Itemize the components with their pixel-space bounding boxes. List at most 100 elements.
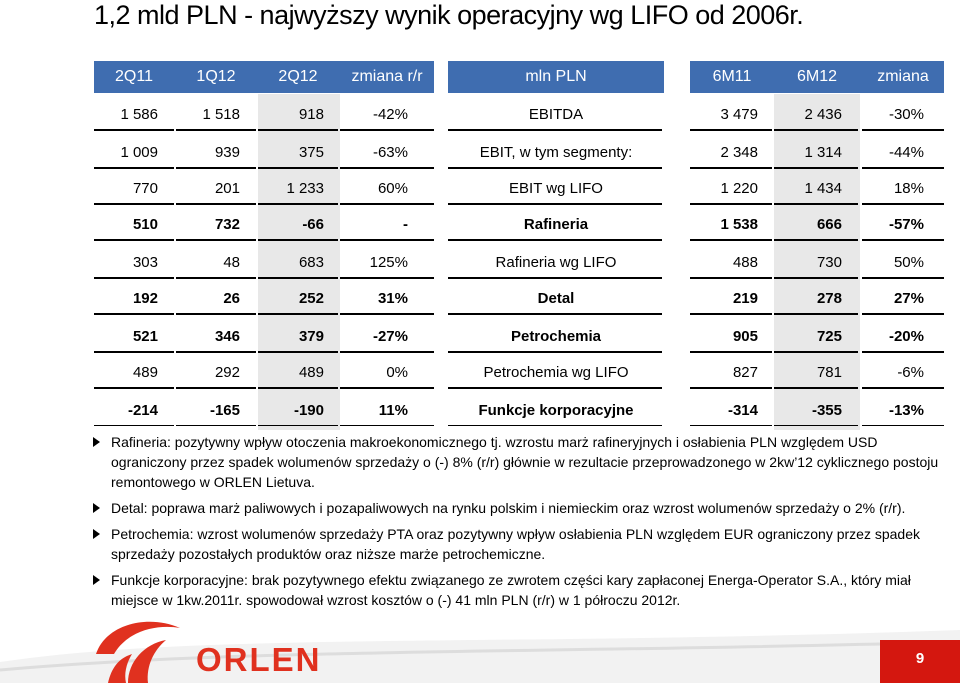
bullet-text: Rafineria: pozytywny wpływ otoczenia mak… — [111, 434, 939, 490]
header-2q11: 2Q11 — [115, 68, 153, 85]
table-cell: -355 — [811, 402, 842, 419]
row-divider — [690, 203, 772, 205]
table-cell: 26 — [223, 290, 240, 307]
row-divider — [258, 425, 338, 426]
row-divider — [176, 277, 256, 279]
row-divider — [690, 277, 772, 279]
table-cell: 1 538 — [720, 216, 758, 233]
row-label: Rafineria — [523, 216, 589, 233]
table-cell: 18% — [893, 180, 924, 197]
row-divider — [94, 239, 174, 241]
row-divider — [448, 351, 662, 353]
bullet-rafineria: Rafineria: pozytywny wpływ otoczenia mak… — [93, 432, 943, 492]
commentary-list: Rafineria: pozytywny wpływ otoczenia mak… — [93, 432, 943, 616]
row-divider — [340, 129, 434, 131]
table-header-middle-bg — [448, 61, 664, 93]
row-label: EBIT, w tym segmenty: — [479, 144, 633, 161]
row-divider — [448, 277, 662, 279]
row-divider — [94, 351, 174, 353]
row-divider — [774, 425, 858, 426]
row-label: EBITDA — [528, 106, 584, 123]
row-label: Detal — [537, 290, 575, 307]
table-cell: 375 — [298, 144, 324, 161]
row-divider — [862, 203, 944, 205]
table-cell: 521 — [132, 328, 158, 345]
row-divider — [340, 239, 434, 241]
row-divider — [862, 129, 944, 131]
row-divider — [690, 313, 772, 315]
row-divider — [690, 351, 772, 353]
table-cell: 2 436 — [804, 106, 842, 123]
row-divider — [94, 425, 174, 426]
row-divider — [176, 387, 256, 389]
row-label: EBIT wg LIFO — [509, 180, 603, 197]
row-divider — [340, 387, 434, 389]
table-cell: -314 — [727, 402, 758, 419]
table-cell: 510 — [132, 216, 158, 233]
header-zmiana: zmiana — [877, 68, 929, 85]
row-divider — [258, 129, 338, 131]
row-label: Petrochemia — [510, 328, 602, 345]
table-cell: -42% — [372, 106, 408, 123]
row-divider — [258, 313, 338, 315]
page-number: 9 — [915, 650, 925, 667]
table-cell: -57% — [888, 216, 924, 233]
row-divider — [340, 313, 434, 315]
table-cell: 1 314 — [804, 144, 842, 161]
row-divider — [340, 203, 434, 205]
table-cell: -44% — [888, 144, 924, 161]
row-divider — [258, 203, 338, 205]
row-divider — [94, 167, 174, 169]
table-cell: 252 — [298, 290, 324, 307]
row-divider — [448, 387, 662, 389]
header-unit: mln PLN — [525, 68, 587, 85]
header-2q12: 2Q12 — [278, 68, 318, 85]
table-cell: 3 479 — [720, 106, 758, 123]
row-divider — [448, 167, 662, 169]
row-divider — [774, 129, 858, 131]
bullet-detal: Detal: poprawa marż paliwowych i pozapal… — [93, 498, 943, 518]
row-divider — [94, 277, 174, 279]
row-label: Funkcje korporacyjne — [478, 402, 634, 419]
table-cell: 1 518 — [202, 106, 240, 123]
table-cell: -30% — [888, 106, 924, 123]
table-cell: 725 — [816, 328, 842, 345]
table-cell: 666 — [816, 216, 842, 233]
table-cell: - — [403, 216, 408, 233]
orlen-logo-text: ORLEN — [196, 641, 322, 678]
row-divider — [340, 277, 434, 279]
table-cell: 489 — [132, 364, 158, 381]
row-divider — [340, 425, 434, 426]
table-cell: 1 233 — [286, 180, 324, 197]
table-cell: 827 — [732, 364, 758, 381]
table-cell: 918 — [298, 106, 324, 123]
row-divider — [690, 425, 772, 426]
bullet-text: Funkcje korporacyjne: brak pozytywnego e… — [111, 572, 911, 608]
table-cell: 27% — [893, 290, 924, 307]
row-divider — [690, 129, 772, 131]
table-cell: 379 — [298, 328, 324, 345]
row-divider — [176, 351, 256, 353]
row-divider — [176, 239, 256, 241]
bullet-arrow-icon — [93, 437, 100, 447]
table-cell: 1 220 — [720, 180, 758, 197]
table-cell: 770 — [132, 180, 158, 197]
row-divider — [94, 313, 174, 315]
row-divider — [690, 239, 772, 241]
table-cell: 50% — [893, 254, 924, 271]
row-divider — [258, 277, 338, 279]
row-divider — [176, 167, 256, 169]
table-cell: 346 — [214, 328, 240, 345]
bullet-text: Petrochemia: wzrost wolumenów sprzedaży … — [111, 526, 920, 562]
row-divider — [258, 387, 338, 389]
table-cell: 489 — [298, 364, 324, 381]
row-divider — [774, 203, 858, 205]
row-divider — [448, 129, 662, 131]
table-cell: 0% — [386, 364, 408, 381]
row-divider — [862, 239, 944, 241]
table-cell: 219 — [732, 290, 758, 307]
row-divider — [176, 129, 256, 131]
table-cell: 1 586 — [120, 106, 158, 123]
row-divider — [258, 167, 338, 169]
header-zmiana-rr: zmiana r/r — [351, 68, 423, 85]
